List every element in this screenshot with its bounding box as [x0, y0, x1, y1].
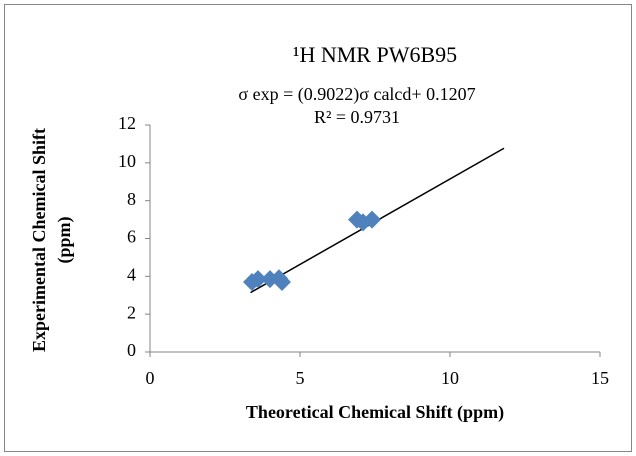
y-axis-label: (ppm) [54, 216, 75, 263]
point [249, 270, 267, 289]
y-axis-label: Experimental Chemical Shift [29, 128, 49, 352]
x-tick-label: 15 [591, 368, 609, 388]
y-tick-label: 12 [118, 113, 136, 133]
x-tick-label: 0 [146, 368, 155, 388]
annotation: σ exp = (0.9022)σ calcd+ 0.1207 [238, 84, 475, 105]
chart-title: ¹H NMR PW6B95 [293, 42, 457, 67]
y-tick-label: 4 [127, 264, 136, 284]
annotation: R² = 0.9731 [314, 107, 400, 127]
chart-border [4, 4, 632, 452]
x-tick-label: 5 [296, 368, 305, 388]
point [273, 273, 291, 292]
y-tick-label: 0 [127, 340, 136, 360]
y-tick-label: 10 [118, 151, 136, 171]
x-axis-label: Theoretical Chemical Shift (ppm) [246, 402, 504, 423]
x-tick-label: 10 [441, 368, 459, 388]
y-tick-label: 8 [127, 189, 136, 209]
point [363, 210, 381, 229]
y-tick-label: 2 [127, 302, 136, 322]
y-tick-label: 6 [127, 227, 136, 247]
